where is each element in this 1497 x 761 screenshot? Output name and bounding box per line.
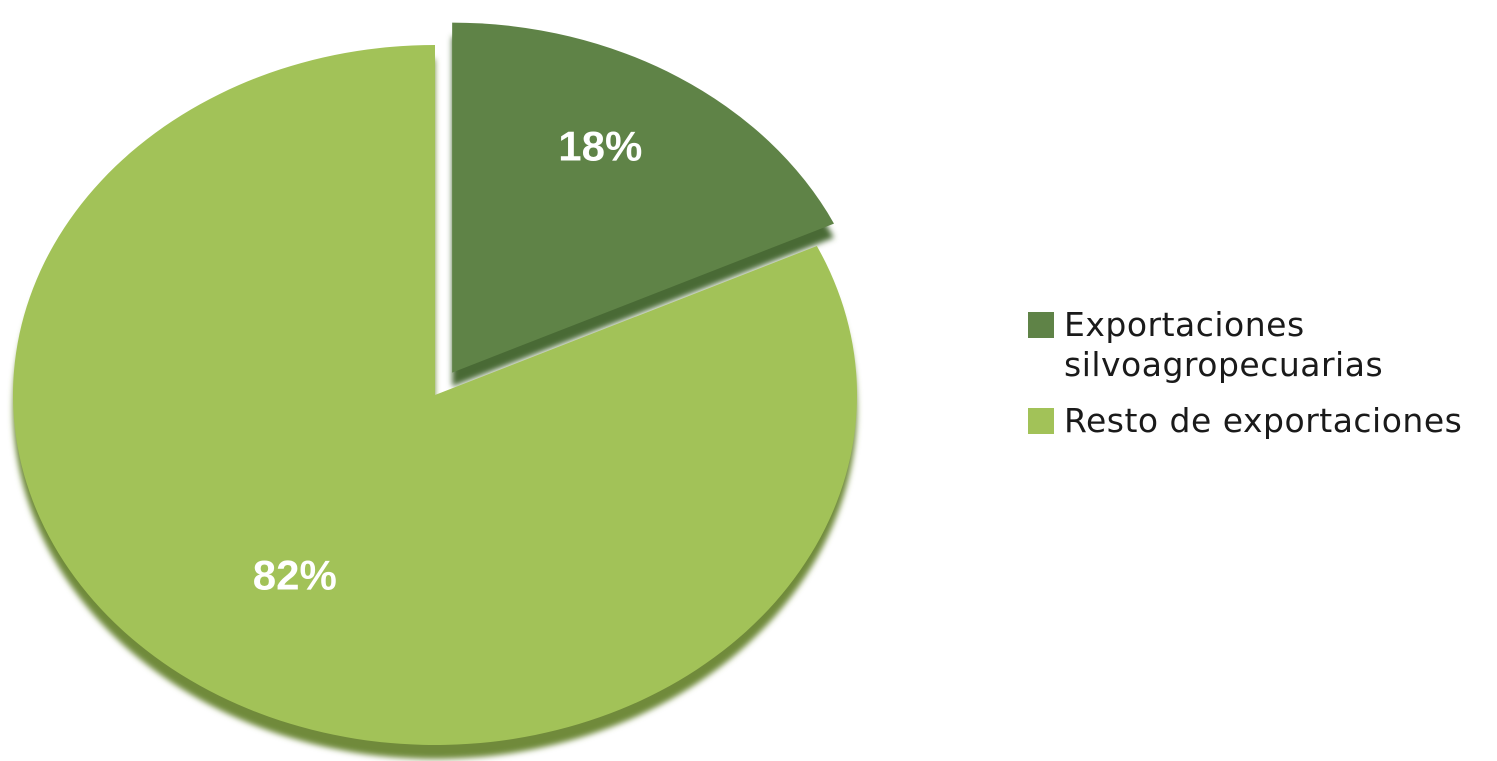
legend: Exportaciones silvoagropecuarias Resto d… bbox=[1028, 305, 1488, 457]
legend-swatch bbox=[1028, 312, 1054, 338]
pie-slice bbox=[452, 22, 834, 373]
legend-item: Exportaciones silvoagropecuarias bbox=[1028, 305, 1488, 385]
slice-data-label: 18% bbox=[558, 122, 642, 169]
legend-item: Resto de exportaciones bbox=[1028, 401, 1488, 441]
pie-chart: 18% 82% bbox=[13, 22, 858, 759]
slice-data-label: 82% bbox=[253, 551, 337, 598]
legend-label: Resto de exportaciones bbox=[1064, 401, 1463, 440]
pie-slice bbox=[13, 45, 858, 745]
legend-label: Exportaciones silvoagropecuarias bbox=[1064, 305, 1384, 384]
legend-swatch bbox=[1028, 408, 1054, 434]
